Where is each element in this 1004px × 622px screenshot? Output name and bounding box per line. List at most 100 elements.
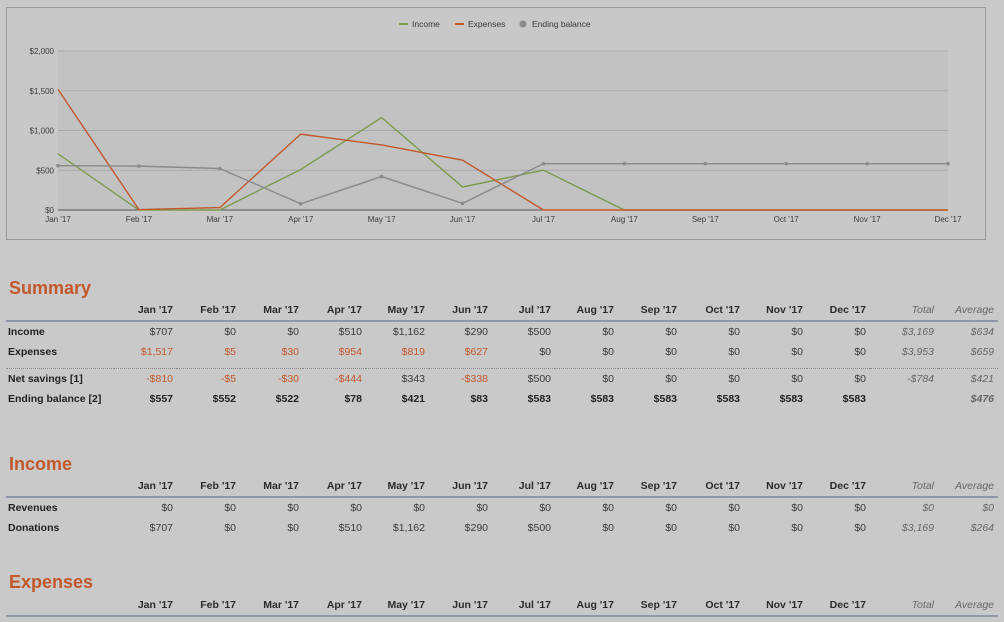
table-cell: $583 xyxy=(590,393,614,405)
column-header: Feb '17 xyxy=(177,597,240,617)
table-cell: -$810 xyxy=(114,368,177,389)
table-cell: $583 xyxy=(716,393,740,405)
table-cell: $421 xyxy=(938,368,998,389)
table-cell: $0 xyxy=(287,326,299,338)
column-header: Apr '17 xyxy=(303,597,366,617)
table-cell: $634 xyxy=(970,326,994,338)
table-cell: $0 xyxy=(665,346,677,358)
table-cell: -$30 xyxy=(240,368,303,389)
column-header: Total xyxy=(870,478,938,498)
table-cell: $0 xyxy=(665,522,677,534)
table-cell: $0 xyxy=(744,368,807,389)
row-label-header xyxy=(6,597,114,617)
chart-svg: $0 $500 $1,000 $1,500 $2,000 Jan '17 Feb '17 Ma… xyxy=(30,19,962,224)
column-header: Jun '17 xyxy=(429,597,492,617)
column-header: Jul '17 xyxy=(492,478,555,498)
y-tick-label: $500 xyxy=(36,166,54,175)
row-label: Net savings [1] xyxy=(6,368,114,389)
table-cell: $0 xyxy=(681,368,744,389)
income-title: Income xyxy=(9,454,73,474)
table-cell: $0 xyxy=(539,502,551,514)
table-cell: $0 xyxy=(224,522,236,534)
data-point xyxy=(298,201,303,206)
column-header: Total xyxy=(870,302,938,322)
table-cell: $476 xyxy=(970,393,994,405)
table-cell: $0 xyxy=(413,502,425,514)
table-cell: $707 xyxy=(149,522,173,534)
table-cell: $819 xyxy=(401,346,425,358)
column-header: Sep '17 xyxy=(618,302,681,322)
x-tick-label: Jun '17 xyxy=(450,215,476,224)
column-header: Dec '17 xyxy=(807,597,870,617)
column-header: Sep '17 xyxy=(618,478,681,498)
expenses-title: Expenses xyxy=(9,572,94,592)
table-cell: $0 xyxy=(350,502,362,514)
summary-table: Jan '17 Feb '17 Mar '17 Apr '17 May '17 Jun '… xyxy=(6,302,998,409)
line-chart: $0 $500 $1,000 $1,500 $2,000 Jan '17 Feb '17 Ma… xyxy=(6,7,986,240)
table-cell: $0 xyxy=(161,502,173,514)
table-cell: $421 xyxy=(401,393,425,405)
data-point xyxy=(946,161,950,166)
table-cell: $0 xyxy=(854,502,866,514)
table-cell: $0 xyxy=(854,326,866,338)
table-cell: $0 xyxy=(287,502,299,514)
x-tick-label: Mar '17 xyxy=(207,215,234,224)
data-point xyxy=(541,161,546,166)
column-header: Apr '17 xyxy=(303,302,366,322)
table-cell: $0 xyxy=(854,522,866,534)
table-cell: -$5 xyxy=(177,368,240,389)
column-header: Nov '17 xyxy=(744,478,807,498)
table-cell: $0 xyxy=(224,326,236,338)
table-cell: $0 xyxy=(665,502,677,514)
x-tick-label: Feb '17 xyxy=(126,215,153,224)
data-point xyxy=(865,161,869,166)
table-cell: $0 xyxy=(539,346,551,358)
x-tick-label: Jul '17 xyxy=(532,215,555,224)
table-cell: $659 xyxy=(970,346,994,358)
table-row: Expenses $1,517 $5 $30 $954 $819 $627 $0 $0 $0 $0 $… xyxy=(6,342,998,362)
row-label-header xyxy=(6,478,114,498)
data-point xyxy=(784,161,788,166)
column-header: Aug '17 xyxy=(555,597,618,617)
column-header: Jun '17 xyxy=(429,302,492,322)
legend-marker xyxy=(519,20,527,28)
x-tick-label: Sep '17 xyxy=(692,215,719,224)
column-header: May '17 xyxy=(366,302,429,322)
table-row: Donations $707 $0 $0 $510 $1,162 $290 $500 $0 $0 $… xyxy=(6,518,998,538)
table-cell: -$338 xyxy=(429,368,492,389)
column-header: Feb '17 xyxy=(177,478,240,498)
table-cell: $0 xyxy=(602,346,614,358)
column-header: Apr '17 xyxy=(303,478,366,498)
table-cell: $500 xyxy=(527,326,551,338)
column-header: Mar '17 xyxy=(240,302,303,322)
table-cell: $627 xyxy=(464,346,488,358)
column-header: Oct '17 xyxy=(681,597,744,617)
column-header: Jan '17 xyxy=(114,302,177,322)
x-tick-label: Aug '17 xyxy=(611,215,638,224)
table-cell: $0 xyxy=(618,368,681,389)
table-cell: $583 xyxy=(653,393,677,405)
column-header: Nov '17 xyxy=(744,597,807,617)
table-cell: $1,162 xyxy=(392,522,425,534)
table-cell: $3,169 xyxy=(901,522,934,534)
column-header: Nov '17 xyxy=(744,302,807,322)
legend-label: Income xyxy=(412,19,440,29)
table-cell: $290 xyxy=(464,326,488,338)
column-header: Average xyxy=(938,597,998,617)
table-cell: $1,162 xyxy=(392,326,425,338)
data-point xyxy=(703,161,708,166)
table-row: Net savings [1] -$810 -$5 -$30 -$444 $343 -$33… xyxy=(6,368,998,389)
table-cell: $0 xyxy=(287,522,299,534)
column-header: Total xyxy=(870,597,938,617)
series-line-1 xyxy=(57,89,948,211)
table-cell: $557 xyxy=(149,393,173,405)
table-cell: $522 xyxy=(275,393,299,405)
table-cell: $510 xyxy=(338,522,362,534)
x-tick-label: Jan '17 xyxy=(45,215,71,224)
column-header: Aug '17 xyxy=(555,478,618,498)
table-cell: $0 xyxy=(807,368,870,389)
table-cell xyxy=(870,389,938,409)
row-label: Expenses xyxy=(8,346,58,358)
table-cell: $78 xyxy=(344,393,362,405)
table-cell: $3,953 xyxy=(901,346,934,358)
